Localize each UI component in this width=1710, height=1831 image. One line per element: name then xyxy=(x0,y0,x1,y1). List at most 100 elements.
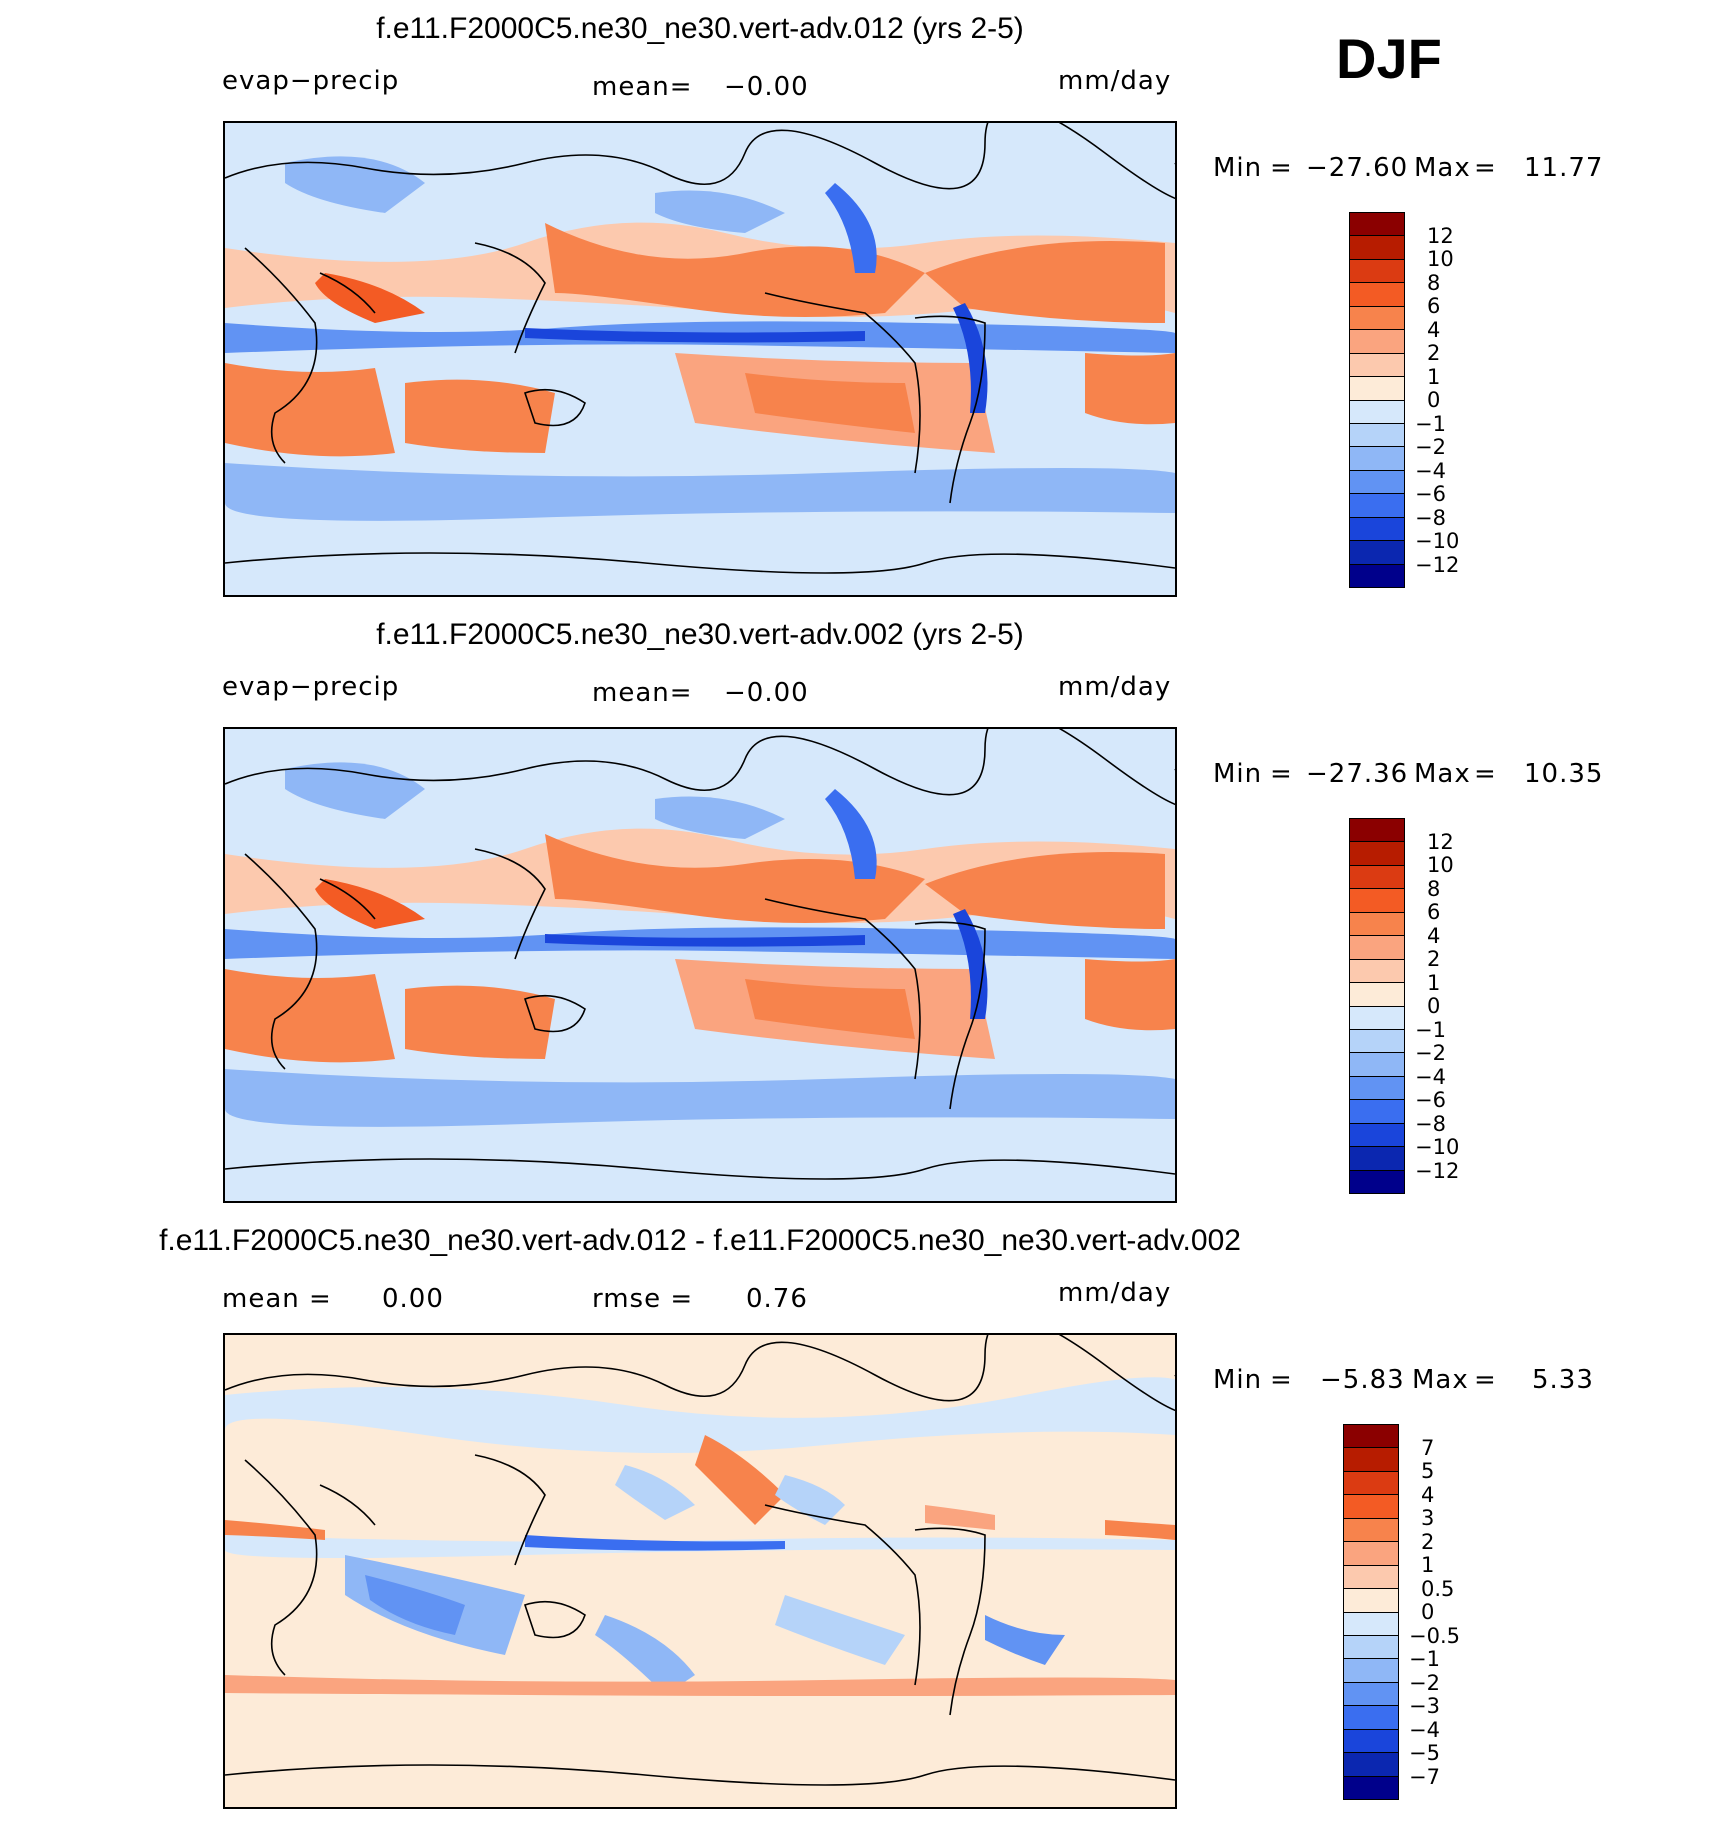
colorbar-tick-label: −6 xyxy=(1415,482,1446,506)
colorbar-swatch xyxy=(1350,959,1404,984)
colorbar-tick-label: −5 xyxy=(1409,1741,1440,1765)
colorbar-tick-label: −1 xyxy=(1415,411,1446,436)
colorbar-tick-label: −6 xyxy=(1415,1088,1446,1112)
colorbar-swatch xyxy=(1350,377,1404,401)
colorbar-swatch xyxy=(1350,494,1404,518)
colorbar-swatch xyxy=(1350,912,1404,937)
colorbar-swatch xyxy=(1350,517,1404,542)
colorbar-swatch xyxy=(1344,1706,1398,1730)
panel1-variable: evap−precip xyxy=(222,66,400,96)
panel1-units: mm/day xyxy=(1058,66,1172,96)
panel3-map xyxy=(223,1333,1177,1809)
panel1-min-eq: = xyxy=(1270,153,1293,183)
panel2-min-label: Min xyxy=(1213,759,1263,789)
colorbar-swatch xyxy=(1344,1729,1398,1754)
panel2-colorbar xyxy=(1349,818,1405,1194)
colorbar-tick-label: −4 xyxy=(1409,1717,1440,1742)
colorbar-tick-label: 12 xyxy=(1427,223,1454,248)
colorbar-swatch xyxy=(1350,1123,1404,1148)
colorbar-tick-label: −8 xyxy=(1415,1111,1446,1136)
colorbar-tick-label: 1 xyxy=(1421,1553,1435,1577)
panel3-mean-value: 0.00 xyxy=(382,1284,444,1314)
colorbar-swatch xyxy=(1344,1682,1398,1707)
panel2-coastlines xyxy=(225,729,1175,1180)
panel3-max-value: 5.33 xyxy=(1532,1365,1594,1395)
colorbar-tick-label: 6 xyxy=(1427,900,1441,924)
panel2-map xyxy=(223,727,1177,1203)
colorbar-swatch xyxy=(1350,1029,1404,1054)
colorbar-swatch xyxy=(1344,1612,1398,1636)
colorbar-tick-label: 6 xyxy=(1427,294,1441,318)
colorbar-tick-label: −2 xyxy=(1415,435,1446,459)
panel1-colorbar xyxy=(1349,212,1405,588)
colorbar-tick-label: 0 xyxy=(1427,388,1441,412)
colorbar-tick-label: −12 xyxy=(1415,1158,1460,1183)
panel2-title: f.e11.F2000C5.ne30_ne30.vert-adv.002 (yr… xyxy=(376,618,1024,651)
panel2-field xyxy=(225,729,1175,1180)
panel2-units: mm/day xyxy=(1058,672,1172,702)
colorbar-tick-label: 4 xyxy=(1427,923,1441,948)
colorbar-swatch xyxy=(1350,470,1404,495)
colorbar-swatch xyxy=(1350,1100,1404,1124)
panel3-mean-label: mean = xyxy=(222,1284,332,1314)
colorbar-swatch xyxy=(1350,983,1404,1007)
panel3-colorbar xyxy=(1343,1424,1399,1800)
colorbar-tick-label: −2 xyxy=(1409,1670,1440,1695)
colorbar-tick-label: −4 xyxy=(1415,1064,1446,1089)
colorbar-tick-label: 0 xyxy=(1421,1600,1435,1624)
colorbar-swatch xyxy=(1344,1753,1398,1777)
colorbar-swatch xyxy=(1344,1542,1398,1566)
panel2-max-label: Max xyxy=(1414,759,1471,789)
colorbar-swatch xyxy=(1350,865,1404,890)
panel1-field-contours xyxy=(225,156,1175,521)
colorbar-swatch xyxy=(1344,1589,1398,1613)
panel2-mean-value: −0.00 xyxy=(724,678,809,708)
panel3-max-eq: = xyxy=(1474,1365,1497,1395)
panel3-min-label: Min xyxy=(1213,1365,1263,1395)
colorbar-tick-label: −3 xyxy=(1409,1694,1440,1718)
colorbar-swatch xyxy=(1350,353,1404,378)
colorbar-tick-label: −1 xyxy=(1409,1647,1440,1671)
colorbar-tick-label: 7 xyxy=(1421,1435,1435,1460)
panel1-max-label: Max xyxy=(1414,153,1471,183)
colorbar-tick-label: 4 xyxy=(1427,317,1441,342)
panel3-min-eq: = xyxy=(1270,1365,1293,1395)
colorbar-tick-label: −12 xyxy=(1415,552,1460,577)
panel2-min-eq: = xyxy=(1270,759,1293,789)
colorbar-tick-label: 3 xyxy=(1421,1506,1435,1530)
colorbar-swatch xyxy=(1350,564,1404,587)
colorbar-swatch xyxy=(1350,447,1404,471)
colorbar-swatch xyxy=(1350,259,1404,284)
colorbar-swatch xyxy=(1350,842,1404,866)
panel2-mean-label: mean= xyxy=(592,678,693,708)
panel1-field xyxy=(225,123,1175,574)
panel3-field-contours xyxy=(225,1377,1175,1696)
colorbar-swatch xyxy=(1350,1053,1404,1077)
colorbar-swatch xyxy=(1344,1518,1398,1543)
panel1-max-eq: = xyxy=(1474,153,1497,183)
colorbar-swatch xyxy=(1350,330,1404,354)
colorbar-tick-label: −10 xyxy=(1415,529,1460,553)
colorbar-swatch xyxy=(1350,541,1404,565)
panel1-map xyxy=(223,121,1177,597)
colorbar-tick-label: 2 xyxy=(1427,947,1441,971)
colorbar-tick-label: 10 xyxy=(1427,853,1454,877)
colorbar-swatch xyxy=(1350,236,1404,260)
panel1-min-value: −27.60 xyxy=(1306,153,1409,183)
panel3-field xyxy=(225,1335,1175,1786)
colorbar-tick-label: 2 xyxy=(1421,1529,1435,1554)
colorbar-swatch xyxy=(1350,306,1404,331)
colorbar-tick-label: −10 xyxy=(1415,1135,1460,1159)
colorbar-swatch xyxy=(1350,283,1404,307)
colorbar-swatch xyxy=(1344,1659,1398,1683)
colorbar-tick-label: 8 xyxy=(1427,876,1441,901)
colorbar-tick-label: 0 xyxy=(1427,994,1441,1018)
season-label: DJF xyxy=(1336,27,1442,90)
colorbar-swatch xyxy=(1350,1006,1404,1030)
colorbar-tick-label: −7 xyxy=(1409,1764,1440,1789)
panel1-mean-value: −0.00 xyxy=(724,72,809,102)
colorbar-swatch xyxy=(1344,1495,1398,1519)
panel2-variable: evap−precip xyxy=(222,672,400,702)
colorbar-tick-label: −1 xyxy=(1415,1017,1446,1042)
colorbar-swatch xyxy=(1344,1448,1398,1472)
